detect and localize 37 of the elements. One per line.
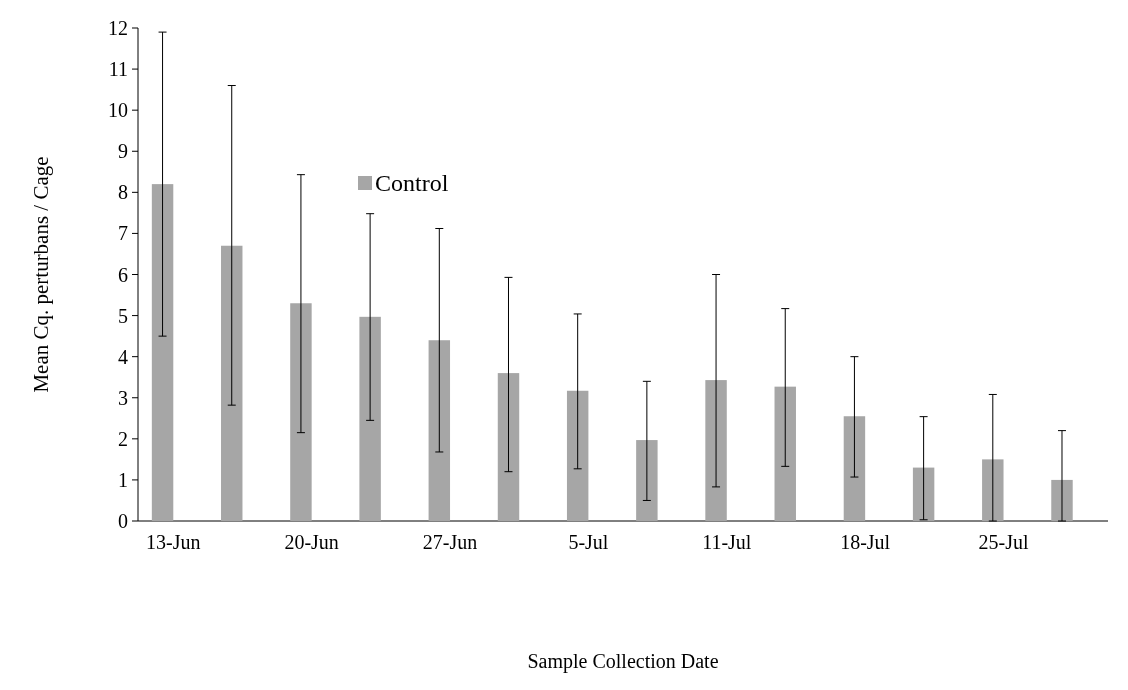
x-tick-label: 25-Jul (978, 531, 1029, 553)
y-tick-label: 2 (118, 427, 128, 450)
x-tick-label: 18-Jul (840, 531, 891, 553)
bar (705, 380, 727, 521)
x-tick-label: 13-Jun (146, 531, 201, 553)
bar (221, 245, 243, 521)
bar (636, 440, 658, 521)
y-tick-label: 5 (118, 304, 128, 327)
x-tick-label: 20-Jun (284, 531, 339, 553)
x-tick-label: 11-Jul (702, 531, 752, 553)
y-tick-label: 11 (108, 58, 128, 81)
x-tick-label: 27-Jun (422, 531, 478, 553)
y-tick-label: 9 (118, 140, 128, 163)
legend-label: Control (375, 170, 449, 197)
bar (1051, 479, 1073, 521)
y-tick-label: 10 (108, 99, 128, 122)
y-tick-label: 4 (118, 345, 128, 368)
x-axis-title: Sample Collection Date (527, 650, 719, 673)
y-tick-label: 0 (118, 510, 128, 532)
y-tick-label: 7 (118, 222, 128, 245)
bar (774, 386, 796, 521)
x-tick-label: 5-Jul (568, 531, 609, 553)
bar (151, 184, 174, 521)
y-tick-label: 3 (118, 386, 128, 409)
y-tick-label: 1 (118, 468, 128, 491)
y-tick-label: 6 (118, 263, 128, 286)
bar (290, 303, 312, 521)
bar (912, 467, 935, 521)
y-axis-title: Mean Cq. perturbans / Cage (29, 156, 53, 393)
bar (428, 340, 451, 521)
bar (982, 459, 1004, 521)
bar (359, 316, 381, 521)
y-tick-label: 12 (108, 17, 128, 39)
bar (497, 373, 520, 521)
bar (566, 390, 589, 521)
y-tick-label: 8 (118, 181, 128, 204)
bar (843, 416, 866, 521)
